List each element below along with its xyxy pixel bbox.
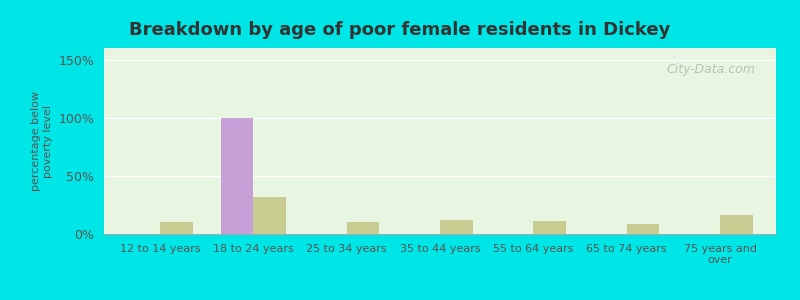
- Bar: [720, 215, 753, 234]
- Bar: [534, 221, 566, 234]
- Text: Breakdown by age of poor female residents in Dickey: Breakdown by age of poor female resident…: [130, 21, 670, 39]
- Text: City-Data.com: City-Data.com: [667, 63, 756, 76]
- Bar: [440, 220, 473, 234]
- Bar: [160, 222, 193, 234]
- Bar: [221, 118, 254, 234]
- Bar: [254, 197, 286, 234]
- Bar: [626, 224, 659, 234]
- Bar: [346, 222, 379, 234]
- Y-axis label: percentage below
poverty level: percentage below poverty level: [31, 91, 53, 191]
